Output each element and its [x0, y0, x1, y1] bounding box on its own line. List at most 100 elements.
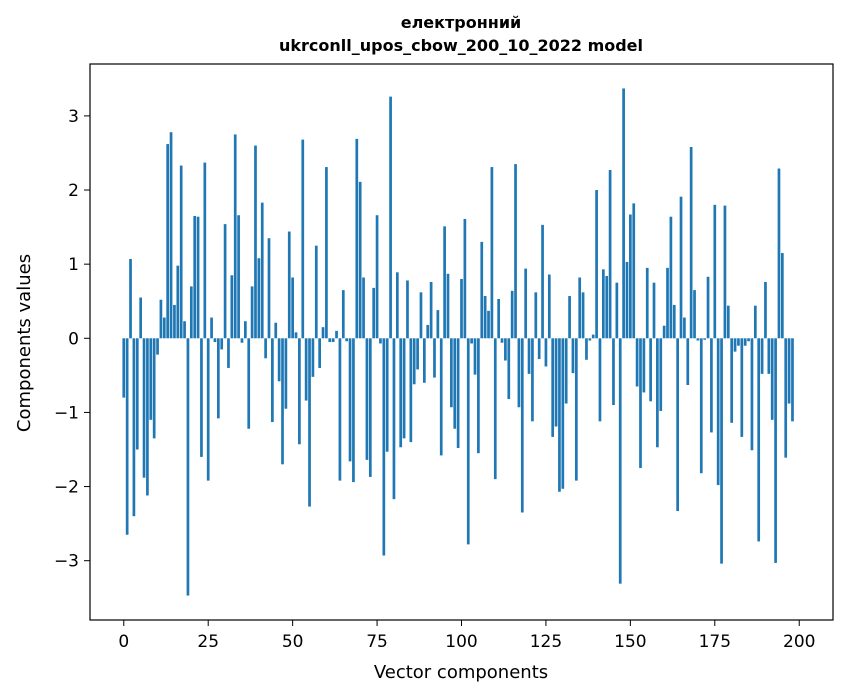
bar: [547, 274, 551, 339]
bar: [612, 338, 615, 406]
y-tick-label: 0: [68, 329, 79, 349]
bar: [389, 96, 392, 339]
bar: [470, 338, 473, 344]
plot-area-frame: [89, 63, 834, 621]
bar: [419, 292, 423, 339]
bar: [291, 277, 294, 339]
bar: [740, 338, 744, 437]
bar: [244, 321, 247, 339]
bar: [139, 297, 143, 339]
bar: [770, 338, 774, 420]
bar: [162, 317, 166, 339]
bar: [227, 338, 230, 368]
bar: [743, 338, 747, 346]
chart-title-line-1: електронний: [401, 13, 522, 32]
bar: [237, 215, 240, 339]
bar: [760, 338, 764, 374]
bar: [193, 215, 197, 339]
bar: [504, 338, 507, 361]
y-tick-label: 1: [68, 255, 79, 275]
bar: [558, 338, 561, 492]
bar: [362, 277, 365, 339]
bar: [466, 338, 470, 545]
bar: [149, 338, 153, 420]
bar: [453, 338, 457, 429]
x-tick-label: 25: [197, 632, 219, 652]
bar: [260, 202, 264, 339]
bar: [551, 338, 555, 437]
bar: [696, 338, 700, 341]
bar: [422, 338, 426, 383]
bar: [487, 310, 490, 339]
bar: [125, 338, 129, 535]
bar: [436, 310, 440, 339]
bar: [385, 338, 389, 452]
bar: [639, 338, 642, 469]
bar: [679, 196, 683, 339]
bar: [271, 338, 274, 423]
bar: [277, 338, 281, 382]
bar: [233, 134, 237, 339]
bar: [379, 338, 382, 344]
bar: [473, 338, 477, 375]
x-tick-label: 200: [783, 632, 815, 652]
bar: [500, 338, 504, 343]
bar: [480, 241, 484, 339]
bar: [355, 138, 359, 339]
bar: [733, 338, 737, 352]
bar: [311, 338, 315, 377]
bar: [179, 165, 183, 339]
bar: [629, 214, 632, 339]
bar: [720, 338, 723, 564]
bar: [656, 338, 659, 448]
bar: [308, 338, 311, 507]
bar: [764, 281, 767, 339]
bar: [446, 273, 450, 339]
bar: [544, 338, 548, 367]
bar: [554, 338, 558, 427]
bar: [254, 145, 257, 339]
bar: [159, 299, 163, 339]
bar: [210, 317, 213, 339]
bar: [666, 267, 669, 339]
bar: [753, 305, 757, 339]
bar: [659, 338, 663, 411]
x-tick-label: 0: [118, 632, 129, 652]
bar: [274, 322, 278, 339]
bar: [206, 338, 210, 481]
bar: [767, 338, 771, 374]
bar: [298, 338, 301, 445]
bar: [257, 258, 261, 339]
bar: [517, 338, 521, 408]
bar: [200, 338, 203, 457]
x-tick-label: 175: [699, 632, 731, 652]
bar: [247, 338, 251, 429]
bar: [598, 338, 602, 422]
bar: [497, 299, 501, 339]
bar: [787, 338, 791, 404]
bar: [780, 253, 784, 339]
bar: [574, 338, 578, 481]
bar: [595, 190, 598, 339]
bar: [652, 282, 656, 339]
bar: [625, 261, 629, 339]
bar: [281, 338, 284, 465]
bar: [585, 338, 588, 360]
bar: [129, 258, 132, 339]
y-tick-label: −3: [54, 552, 79, 572]
bar: [514, 164, 517, 339]
bar: [635, 338, 639, 387]
bar: [156, 338, 159, 355]
x-axis-ticks: 0 25 50 75 100 125 150 175 200: [118, 620, 815, 652]
bar: [166, 144, 170, 339]
bar: [662, 325, 666, 339]
bar: [564, 338, 568, 404]
bar: [335, 330, 338, 339]
bar: [250, 286, 254, 339]
y-tick-label: 3: [68, 107, 79, 127]
bar: [493, 338, 497, 480]
bar: [382, 338, 386, 556]
bar: [774, 338, 777, 563]
bar: [750, 338, 754, 451]
bar: [723, 205, 727, 339]
